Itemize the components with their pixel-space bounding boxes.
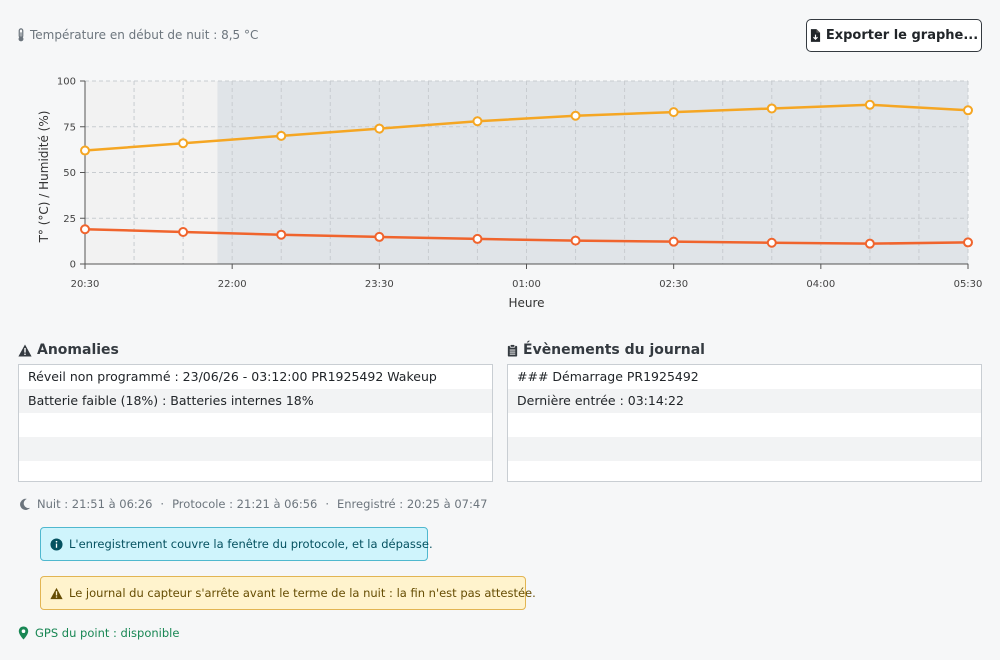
start-temperature-label: Température en début de nuit : 8,5 °C xyxy=(30,28,259,42)
x-tick-label: 01:00 xyxy=(512,279,541,290)
temperature-point xyxy=(472,233,483,244)
protocol-window: Protocole : 21:21 à 06:56 xyxy=(172,497,318,511)
x-tick-label: 23:30 xyxy=(365,279,394,290)
moon-icon xyxy=(20,498,31,510)
x-axis-label: Heure xyxy=(508,296,544,310)
y-tick-label: 100 xyxy=(57,77,76,88)
x-tick-label: 20:30 xyxy=(71,279,100,290)
temperature-point xyxy=(864,238,875,249)
temperature-point xyxy=(178,226,189,237)
y-tick-label: 0 xyxy=(70,260,76,271)
warning-alert: Le journal du capteur s'arrête avant le … xyxy=(40,576,536,610)
info-alert-text: L'enregistrement couvre la fenêtre du pr… xyxy=(69,537,433,551)
info-alert: L'enregistrement couvre la fenêtre du pr… xyxy=(40,527,433,561)
temperature-point xyxy=(80,224,90,235)
x-tick-label: 05:30 xyxy=(954,279,983,290)
temperature-point xyxy=(963,237,973,248)
list-item xyxy=(508,413,981,437)
warning-triangle-icon xyxy=(18,344,32,356)
temperature-point xyxy=(276,229,287,240)
journal-list[interactable]: ### Démarrage PR1925492 Dernière entrée … xyxy=(507,364,982,482)
map-marker-icon xyxy=(18,626,29,640)
anomalies-list[interactable]: Réveil non programmé : 23/06/26 - 03:12:… xyxy=(18,364,493,482)
x-tick-label: 02:30 xyxy=(659,279,688,290)
humidity-point xyxy=(963,105,973,116)
export-graph-label: Exporter le graphe... xyxy=(825,28,979,43)
recorded-window: Enregistré : 20:25 à 07:47 xyxy=(336,497,488,511)
y-tick-label: 25 xyxy=(63,214,76,225)
humidity-point xyxy=(374,123,385,134)
separator: · xyxy=(160,497,165,511)
thermometer-icon xyxy=(18,28,24,42)
info-circle-icon xyxy=(50,537,63,551)
humidity-point xyxy=(80,145,90,156)
journal-title-label: Évènements du journal xyxy=(523,342,705,358)
x-tick-label: 22:00 xyxy=(218,279,247,290)
export-graph-button[interactable]: Exporter le graphe... xyxy=(806,19,982,52)
file-export-icon xyxy=(810,29,820,42)
list-item[interactable]: Réveil non programmé : 23/06/26 - 03:12:… xyxy=(28,369,437,384)
humidity-point xyxy=(570,110,581,121)
journal-title: Évènements du journal xyxy=(507,342,705,358)
temperature-point xyxy=(374,231,385,242)
list-item[interactable]: Batterie faible (18%) : Batteries intern… xyxy=(19,389,492,413)
humidity-point xyxy=(766,103,777,114)
list-item xyxy=(19,437,492,461)
start-temperature: Température en début de nuit : 8,5 °C xyxy=(16,28,258,42)
humidity-point xyxy=(668,107,679,118)
clipboard-icon xyxy=(507,343,518,357)
separator: · xyxy=(325,497,329,511)
anomalies-title: Anomalies xyxy=(18,342,119,358)
anomalies-title-label: Anomalies xyxy=(37,342,119,358)
gps-status-label: GPS du point : disponible xyxy=(35,626,180,640)
humidity-point xyxy=(472,116,483,127)
temperature-line xyxy=(84,227,969,245)
temperature-point xyxy=(668,236,679,247)
gps-status: GPS du point : disponible xyxy=(18,626,179,640)
temperature-humidity-chart: 0 25 50 75 100 20:30 22:00 23:30 01:00 02:30 04:00… xyxy=(37,77,983,311)
humidity-point xyxy=(276,130,287,141)
x-tick-label: 04:00 xyxy=(806,279,835,290)
list-item xyxy=(19,461,492,481)
list-item xyxy=(508,461,981,481)
temperature-point xyxy=(766,237,777,248)
temperature-point xyxy=(570,235,581,246)
humidity-point xyxy=(864,99,875,110)
list-item[interactable]: Dernière entrée : 03:14:22 xyxy=(508,389,981,413)
humidity-point xyxy=(178,138,189,149)
list-item xyxy=(508,437,981,461)
list-item[interactable]: ### Démarrage PR1925492 xyxy=(517,369,699,384)
y-tick-label: 75 xyxy=(63,122,76,133)
warning-alert-text: Le journal du capteur s'arrête avant le … xyxy=(69,586,536,600)
list-item xyxy=(19,413,492,437)
warning-triangle-icon xyxy=(50,587,63,599)
y-axis-label: T° (°C) / Humidité (%) xyxy=(37,111,51,244)
night-window: Nuit : 21:51 à 06:26 xyxy=(37,497,153,511)
y-tick-label: 50 xyxy=(63,168,76,179)
humidity-line xyxy=(84,103,969,152)
timing-summary: Nuit : 21:51 à 06:26 · Protocole : 21:21… xyxy=(18,497,487,511)
